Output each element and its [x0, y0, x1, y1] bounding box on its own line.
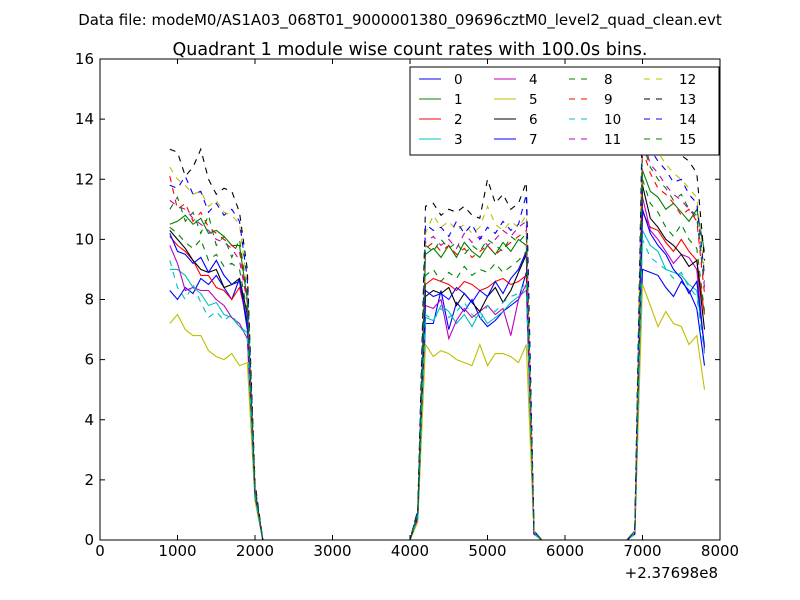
legend-label-9: 9	[604, 92, 613, 108]
x-tick-label: 0	[95, 542, 105, 560]
legend-label-11: 11	[604, 132, 621, 148]
chart-title: Quadrant 1 module wise count rates with …	[173, 40, 648, 60]
legend-label-10: 10	[604, 112, 621, 128]
x-tick-label: 6000	[546, 542, 584, 560]
ticks-layer: 0 1000 2000 3000 4000 5000 6000 7000 80000246810…	[75, 50, 739, 560]
x-tick-label: 8000	[701, 542, 739, 560]
legend-label-13: 13	[679, 92, 696, 108]
legend-label-12: 12	[679, 72, 696, 88]
y-tick-label: 12	[75, 170, 94, 188]
series-line-15	[169, 143, 706, 541]
y-tick-label: 16	[75, 50, 94, 68]
legend-label-2: 2	[454, 112, 463, 128]
legend-box	[409, 66, 720, 156]
x-tick-label: 2000	[236, 542, 274, 560]
y-tick-label: 0	[84, 531, 94, 549]
x-offset-label: +2.37698e8	[625, 564, 718, 582]
series-line-10	[169, 239, 706, 541]
legend-label-5: 5	[529, 92, 538, 108]
legend-label-7: 7	[529, 132, 538, 148]
y-tick-label: 8	[84, 291, 94, 309]
y-tick-label: 2	[84, 471, 94, 489]
x-tick-label: 4000	[391, 542, 429, 560]
legend-label-0: 0	[454, 72, 463, 88]
plot-area: 0 1000 2000 3000 4000 5000 6000 7000 80000246810…	[75, 50, 739, 582]
x-tick-label: 1000	[158, 542, 196, 560]
x-tick-label: 5000	[468, 542, 506, 560]
legend-label-4: 4	[529, 72, 538, 88]
legend-label-6: 6	[529, 112, 538, 128]
legend-label-15: 15	[679, 132, 696, 148]
y-tick-label: 6	[84, 351, 94, 369]
suptitle: Data file: modeM0/AS1A03_068T01_90000013…	[78, 11, 722, 30]
x-tick-label: 3000	[313, 542, 351, 560]
x-tick-label: 7000	[623, 542, 661, 560]
y-tick-label: 10	[75, 230, 94, 248]
y-tick-label: 14	[75, 110, 94, 128]
legend-label-8: 8	[604, 72, 613, 88]
legend-label-1: 1	[454, 92, 463, 108]
legend-label-14: 14	[679, 112, 696, 128]
y-tick-label: 4	[84, 411, 94, 429]
legend-label-3: 3	[454, 132, 463, 148]
